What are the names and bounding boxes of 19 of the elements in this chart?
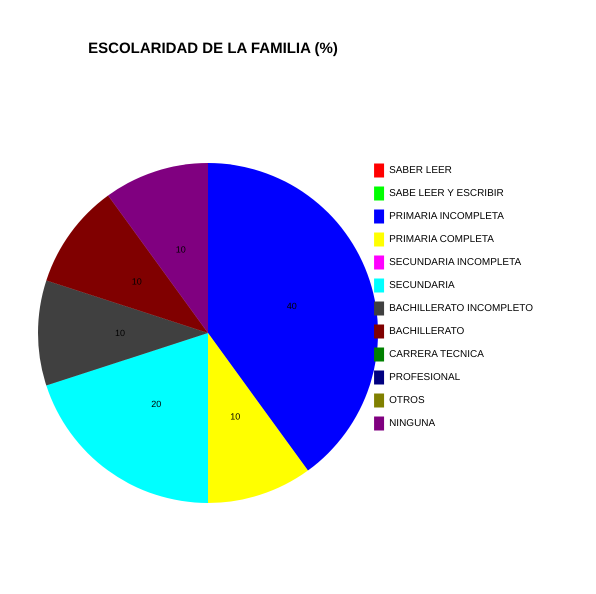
legend-label: BACHILLERATO [389, 326, 465, 337]
legend-label: NINGUNA [389, 418, 436, 429]
data-label: 10 [114, 328, 126, 338]
data-label: 40 [286, 300, 297, 311]
legend-label: SECUNDARIA INCOMPLETA [389, 257, 522, 268]
legend-label: CARRERA TECNICA [389, 349, 484, 360]
legend-label: PRIMARIA COMPLETA [389, 234, 494, 245]
legend-label: PROFESIONAL [389, 372, 461, 383]
legend-label: SABE LEER Y ESCRIBIR [389, 188, 504, 199]
data-label: 10 [132, 276, 142, 286]
legend-label: BACHILLERATO INCOMPLETO [389, 303, 534, 314]
legend-label: OTROS [389, 395, 425, 406]
data-label: 20 [151, 399, 162, 410]
data-label: 10 [230, 412, 240, 422]
chart-title: ESCOLARIDAD DE LA FAMILIA (%) [88, 40, 338, 57]
data-label: 10 [176, 244, 186, 254]
legend-label: PRIMARIA INCOMPLETA [389, 211, 504, 222]
legend-label: SABER LEER [389, 165, 452, 176]
legend-label: SECUNDARIA [389, 280, 455, 291]
